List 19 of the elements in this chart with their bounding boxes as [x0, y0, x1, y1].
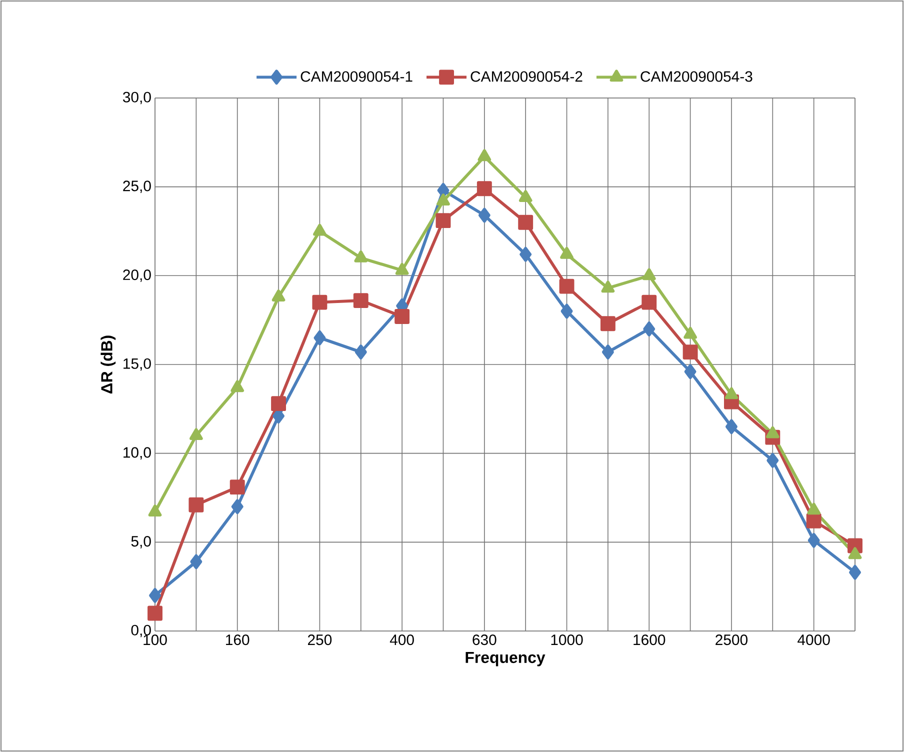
- y-tick-label: 25,0: [123, 180, 151, 193]
- x-tick-label: 160: [226, 634, 250, 646]
- x-tick-label: 4000: [798, 634, 830, 646]
- x-tick-label: 630: [472, 634, 496, 646]
- x-axis-title: Frequency: [466, 652, 546, 666]
- y-tick-label: 10,0: [124, 447, 151, 460]
- x-tick-label: 1600: [634, 634, 666, 646]
- y-tick-label: 20,0: [123, 269, 151, 282]
- y-tick-label: 30,0: [122, 92, 151, 104]
- legend-label: CAM20090054-2: [470, 71, 582, 82]
- y-axis-title: ΔR (dB): [100, 336, 116, 394]
- x-tick-label: 400: [390, 634, 414, 646]
- legend-label: CAM20090054-3: [640, 71, 752, 82]
- x-tick-label: 1000: [551, 634, 583, 646]
- y-tick-label: 5,0: [131, 536, 151, 548]
- legend-label: CAM20090054-1: [300, 71, 412, 82]
- x-tick-label: 250: [308, 634, 332, 646]
- x-tick-label: 2500: [716, 634, 748, 646]
- y-tick-label: 15,0: [124, 358, 151, 371]
